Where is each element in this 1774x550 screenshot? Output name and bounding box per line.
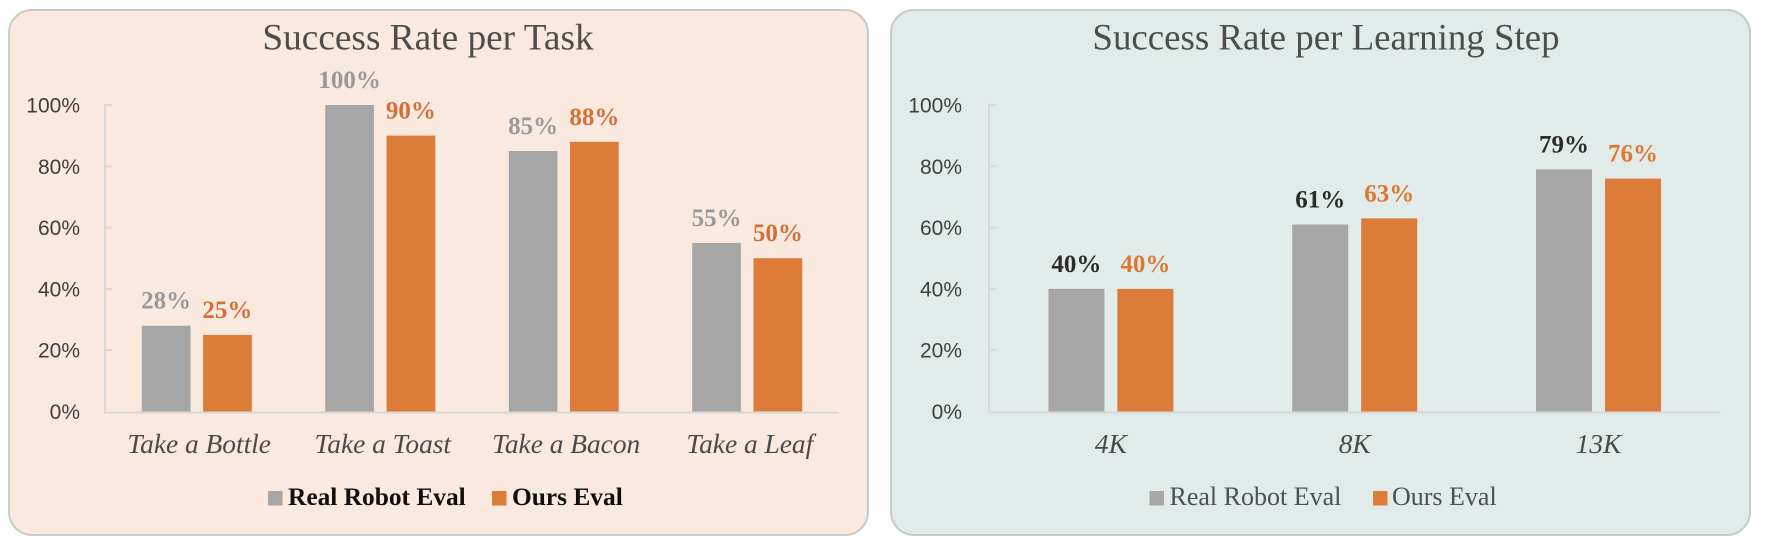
svg-text:60%: 60%	[38, 217, 80, 240]
svg-text:Success Rate per Task: Success Rate per Task	[262, 18, 594, 59]
svg-text:79%: 79%	[1539, 131, 1589, 158]
svg-text:8K: 8K	[1339, 429, 1373, 459]
svg-text:Success Rate per Learning Step: Success Rate per Learning Step	[1092, 17, 1559, 58]
svg-text:100%: 100%	[318, 67, 381, 94]
svg-text:Take a Bacon: Take a Bacon	[492, 429, 640, 459]
svg-text:100%: 100%	[26, 95, 80, 118]
svg-text:63%: 63%	[1364, 180, 1414, 207]
svg-text:80%: 80%	[38, 156, 80, 179]
svg-text:Take a Bottle: Take a Bottle	[127, 429, 271, 459]
svg-text:20%: 20%	[920, 340, 962, 363]
svg-text:80%: 80%	[920, 156, 962, 179]
svg-text:50%: 50%	[753, 220, 803, 247]
svg-text:88%: 88%	[569, 104, 619, 131]
svg-text:40%: 40%	[1051, 251, 1101, 278]
svg-text:60%: 60%	[920, 217, 962, 240]
svg-text:25%: 25%	[202, 297, 252, 324]
svg-text:40%: 40%	[1120, 251, 1170, 278]
svg-text:90%: 90%	[386, 98, 436, 125]
svg-text:0%: 0%	[932, 401, 962, 424]
svg-text:Ours Eval: Ours Eval	[1392, 482, 1497, 511]
svg-text:0%: 0%	[50, 401, 80, 424]
svg-text:28%: 28%	[141, 288, 191, 315]
svg-text:Ours Eval: Ours Eval	[512, 483, 623, 511]
svg-text:Take a Leaf: Take a Leaf	[686, 429, 816, 459]
svg-text:Take a Toast: Take a Toast	[315, 429, 453, 459]
svg-text:20%: 20%	[38, 340, 80, 363]
svg-text:100%: 100%	[908, 95, 962, 118]
svg-text:4K: 4K	[1095, 429, 1129, 459]
svg-text:40%: 40%	[38, 278, 80, 301]
svg-text:76%: 76%	[1608, 141, 1658, 168]
svg-text:Real Robot Eval: Real Robot Eval	[288, 483, 466, 511]
svg-text:40%: 40%	[920, 278, 962, 301]
svg-text:13K: 13K	[1576, 429, 1623, 459]
svg-text:85%: 85%	[508, 113, 558, 140]
svg-text:Real Robot Eval: Real Robot Eval	[1170, 482, 1342, 511]
svg-text:55%: 55%	[692, 205, 742, 232]
svg-text:61%: 61%	[1295, 187, 1345, 214]
